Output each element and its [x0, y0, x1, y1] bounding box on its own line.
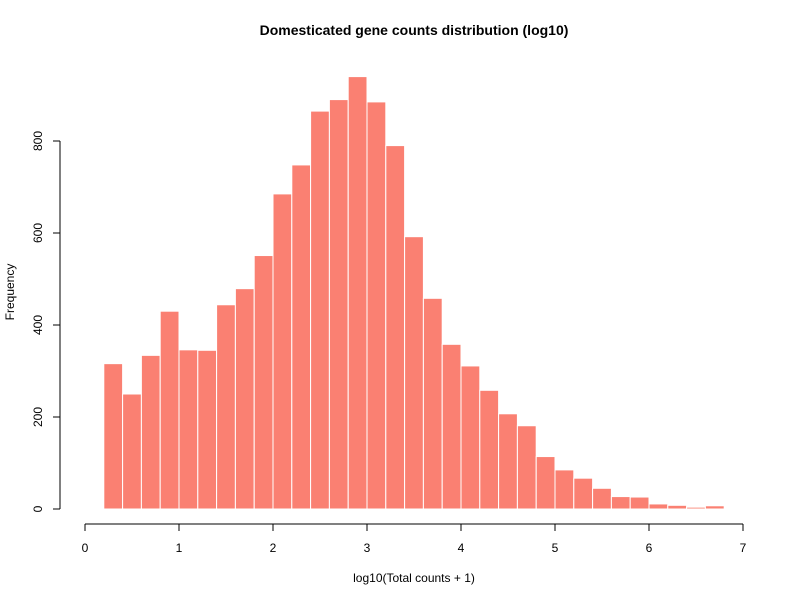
- histogram-bar: [216, 304, 236, 510]
- y-tick-label: 0: [31, 505, 45, 512]
- histogram-bar: [441, 343, 462, 510]
- y-axis: 0 200 400 600 800: [31, 131, 61, 512]
- histogram-bar: [291, 164, 312, 510]
- histogram-bar: [178, 349, 199, 510]
- histogram-bar: [610, 496, 631, 510]
- histogram-bar: [422, 297, 443, 510]
- histogram-bar: [234, 288, 255, 510]
- histogram-bar: [667, 504, 688, 510]
- histogram-bar: [516, 425, 537, 510]
- y-tick-label: 200: [31, 407, 45, 427]
- histogram-bar: [592, 487, 612, 510]
- histogram-bar: [686, 506, 706, 510]
- histogram-bar: [159, 310, 180, 510]
- x-tick-label: 3: [364, 541, 371, 555]
- histogram-bar: [704, 505, 725, 510]
- histogram-bar: [253, 255, 274, 510]
- x-axis-label: log10(Total counts + 1): [353, 571, 475, 585]
- histogram-bar: [385, 145, 406, 510]
- histogram-bar: [404, 236, 424, 510]
- histogram-bar: [535, 456, 556, 510]
- histogram-bar: [122, 393, 142, 510]
- x-tick-label: 2: [270, 541, 277, 555]
- histogram-bar: [140, 354, 161, 510]
- x-tick-label: 6: [646, 541, 653, 555]
- histogram-bar: [328, 99, 349, 510]
- x-tick-label: 0: [82, 541, 89, 555]
- histogram-bar: [554, 469, 575, 510]
- x-tick-label: 7: [740, 541, 747, 555]
- histogram-bar: [498, 413, 518, 510]
- histogram-bar: [366, 101, 387, 510]
- histogram-bar: [272, 193, 293, 510]
- histogram-bar: [347, 76, 368, 510]
- y-axis-label: Frequency: [3, 264, 17, 321]
- histogram-bar: [629, 496, 650, 510]
- histogram-bar: [573, 477, 594, 510]
- x-axis: 0 1 2 3 4 5 6 7: [82, 523, 747, 555]
- y-tick-label: 400: [31, 315, 45, 335]
- y-tick-label: 800: [31, 131, 45, 151]
- histogram-bars: [103, 76, 725, 510]
- x-tick-label: 1: [176, 541, 183, 555]
- chart-title: Domesticated gene counts distribution (l…: [260, 22, 569, 38]
- histogram-bar: [310, 110, 330, 510]
- x-tick-label: 4: [458, 541, 465, 555]
- histogram-bar: [648, 503, 669, 510]
- histogram-bar: [460, 365, 481, 510]
- y-tick-label: 600: [31, 223, 45, 243]
- histogram-bar: [479, 389, 500, 510]
- histogram-bar: [103, 363, 124, 510]
- x-tick-label: 5: [552, 541, 559, 555]
- histogram-bar: [197, 349, 218, 510]
